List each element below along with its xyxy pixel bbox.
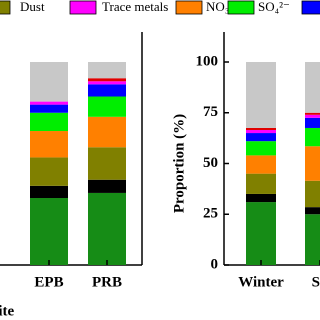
bar-segment	[88, 81, 126, 85]
bar-segment	[246, 62, 276, 128]
bar-segment	[88, 192, 126, 265]
bar-segment	[88, 116, 126, 148]
legend-label: Dust	[20, 0, 45, 14]
bar-segment	[88, 179, 126, 193]
bar-segment	[305, 146, 320, 181]
y-axis-label: Proportion (%)	[171, 114, 187, 213]
bar-segment	[88, 84, 126, 97]
bar-segment	[246, 173, 276, 194]
bar-segment	[305, 62, 320, 113]
bar-segment	[246, 127, 276, 131]
x-axis-label: Site	[0, 303, 15, 319]
bar-segment	[305, 207, 320, 215]
y-tick-label: 100	[196, 53, 219, 69]
bar-segment	[88, 62, 126, 79]
bar-segment	[30, 157, 68, 186]
bar-segment	[305, 180, 320, 208]
bar-segment	[246, 202, 276, 265]
bar-segment	[305, 127, 320, 147]
bar-segment	[246, 155, 276, 174]
x-tick-label: PRB	[92, 274, 122, 290]
bar-segment	[88, 147, 126, 180]
bar-segment	[305, 214, 320, 265]
y-tick-label: 50	[203, 155, 218, 171]
bar-segment	[246, 193, 276, 203]
y-tick-label: 25	[203, 206, 218, 222]
bar-segment	[30, 131, 68, 158]
bar-segment	[305, 114, 320, 118]
bar-segment	[30, 112, 68, 132]
legend-label: SO₄²⁻	[258, 0, 290, 14]
bar-segment	[305, 112, 320, 115]
bar-segment	[246, 141, 276, 156]
bar-segment	[88, 96, 126, 117]
bar-segment	[30, 185, 68, 199]
x-tick-label: Sp	[312, 274, 320, 290]
legend-swatch	[69, 0, 97, 15]
y-tick-label: 0	[211, 256, 219, 272]
bar-segment	[30, 62, 68, 102]
legend-label: Trace metals	[102, 0, 168, 14]
x-tick-label: EPB	[34, 274, 63, 290]
bar-segment	[246, 133, 276, 142]
legend-swatch	[301, 0, 320, 15]
bar-segment	[246, 130, 276, 134]
bar-segment	[30, 104, 68, 113]
bar-segment	[30, 198, 68, 265]
bar-segment	[88, 78, 126, 82]
bar-segment	[305, 117, 320, 128]
bar-segment	[30, 101, 68, 105]
y-tick-label: 75	[203, 104, 218, 120]
legend-swatch	[227, 0, 255, 15]
x-tick-label: Winter	[238, 274, 284, 290]
legend-swatch	[0, 0, 11, 15]
legend-swatch	[175, 0, 203, 15]
